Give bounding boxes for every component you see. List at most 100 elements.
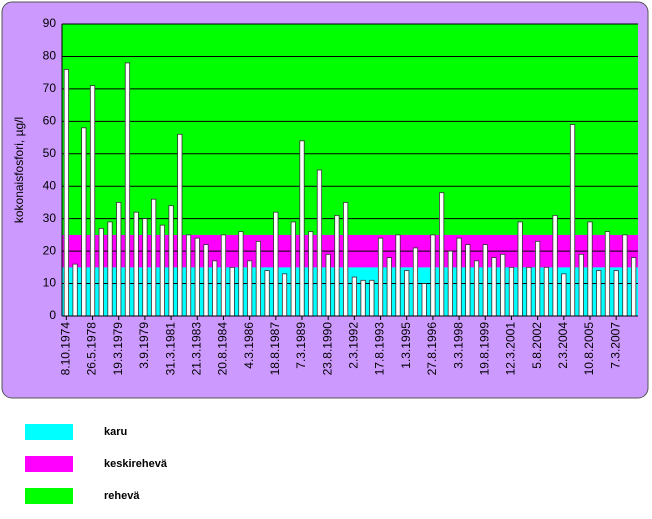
bar	[517, 221, 523, 317]
bar	[177, 133, 183, 317]
y-tick-label: 80	[43, 49, 57, 63]
bar	[133, 211, 139, 317]
bar	[72, 263, 78, 317]
x-tick-label: 3.3.1998	[451, 322, 465, 369]
bar	[203, 244, 209, 317]
bar	[159, 224, 165, 317]
bar	[81, 127, 87, 317]
x-tick-label: 7.3.2007	[608, 322, 622, 369]
bar	[622, 234, 628, 317]
bar	[404, 270, 410, 317]
bar	[281, 273, 288, 317]
bar	[587, 221, 593, 317]
bar	[439, 192, 445, 317]
x-tick-label: 2.3.2004	[556, 322, 570, 369]
bar	[325, 253, 331, 317]
x-tick-label: 1.3.1995	[399, 322, 413, 369]
bar	[124, 62, 131, 317]
bar	[491, 257, 497, 317]
x-tick-label: 12.3.2001	[504, 322, 518, 376]
x-tick-label: 19.8.1999	[477, 322, 491, 376]
legend-swatch	[25, 456, 73, 472]
y-tick-label: 50	[43, 146, 57, 160]
y-tick-label: 30	[43, 211, 57, 225]
bar	[343, 202, 349, 317]
x-tick-label: 7.3.1989	[294, 322, 308, 369]
x-tick-label: 4.3.1986	[242, 322, 256, 369]
bar	[473, 260, 480, 317]
legend-swatch	[25, 424, 73, 440]
y-tick-label: 70	[43, 81, 57, 95]
bar	[194, 237, 200, 317]
legend-swatch	[25, 488, 73, 504]
bar	[447, 250, 453, 317]
bar	[63, 69, 69, 317]
y-tick-label: 20	[43, 243, 57, 257]
class-band	[62, 267, 638, 316]
bar	[508, 266, 515, 317]
x-tick-label: 23.8.1990	[320, 322, 334, 376]
y-tick-label: 90	[43, 16, 57, 30]
x-tick-label: 5.8.2002	[530, 322, 544, 369]
legend-label: keskirehevä	[104, 458, 168, 470]
bar	[552, 215, 558, 317]
x-tick-label: 21.3.1983	[189, 322, 203, 376]
bar	[212, 260, 218, 317]
bar	[116, 202, 122, 317]
bar	[578, 253, 584, 317]
x-tick-label: 20.8.1984	[216, 322, 230, 376]
bar	[395, 234, 401, 317]
bar	[604, 231, 611, 317]
y-tick-label: 60	[43, 114, 57, 128]
bar	[273, 211, 279, 317]
bar	[89, 85, 96, 317]
bar	[535, 240, 541, 317]
x-tick-label: 8.10.1974	[59, 322, 73, 376]
bar	[561, 273, 567, 317]
y-axis-label: kokonaisfosfori, µg/l	[12, 117, 26, 223]
bar	[596, 270, 602, 317]
bar	[299, 140, 305, 317]
legend-label: rehevä	[104, 490, 140, 502]
x-tick-label: 27.8.1996	[425, 322, 439, 376]
bar	[631, 257, 637, 317]
x-tick-label: 26.5.1978	[85, 322, 99, 376]
bar	[465, 244, 471, 317]
bar	[247, 260, 253, 317]
bar	[360, 279, 366, 317]
bar	[220, 234, 227, 317]
bar	[98, 227, 104, 317]
x-tick-label: 10.8.2005	[582, 322, 596, 376]
bar	[456, 237, 462, 317]
bar	[543, 266, 549, 317]
legend-label: karu	[104, 426, 127, 438]
x-tick-label: 18.8.1987	[268, 322, 282, 376]
bar	[316, 169, 323, 317]
bar	[308, 231, 314, 317]
y-tick-label: 0	[49, 308, 56, 322]
bar	[369, 279, 375, 317]
bar	[151, 198, 157, 317]
bar	[238, 231, 244, 317]
bar	[569, 124, 576, 317]
x-tick-label: 3.9.1979	[137, 322, 151, 369]
bar	[421, 283, 427, 317]
bar	[500, 253, 506, 317]
bar	[185, 234, 192, 317]
bar	[351, 276, 357, 317]
bar	[107, 221, 113, 317]
y-tick-label: 40	[43, 178, 57, 192]
x-tick-label: 17.8.1993	[373, 322, 387, 376]
bar	[482, 244, 488, 317]
bar	[229, 266, 235, 317]
bar	[142, 218, 148, 317]
x-tick-label: 31.3.1981	[163, 322, 177, 376]
bar	[412, 247, 419, 317]
bar	[526, 266, 532, 317]
bar	[613, 270, 619, 317]
bar	[255, 240, 261, 317]
bar	[386, 257, 392, 317]
y-tick-label: 10	[43, 276, 57, 290]
x-tick-label: 2.3.1992	[347, 322, 361, 369]
